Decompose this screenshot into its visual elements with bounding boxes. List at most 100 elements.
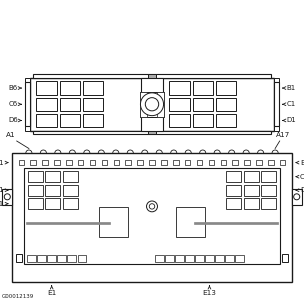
Bar [175,255,184,262]
Bar [60,98,80,111]
Bar [30,160,36,165]
Text: B6: B6 [9,85,18,91]
Bar [292,189,302,205]
Bar [205,255,214,262]
Bar [140,92,164,116]
Bar [197,160,202,165]
Text: B1: B1 [286,85,295,91]
Text: A1: A1 [6,132,16,138]
Bar [36,81,57,95]
Bar [226,184,241,196]
Bar [63,184,78,196]
Bar [157,92,164,116]
Bar [33,74,271,78]
Bar [274,126,279,130]
Bar [216,81,237,95]
Circle shape [149,204,155,209]
Text: A17: A17 [276,132,290,138]
Bar [140,78,163,130]
Bar [169,114,190,127]
Bar [27,255,36,262]
Bar [28,198,43,209]
Bar [244,198,259,209]
Text: C6: C6 [300,174,304,180]
Text: D1: D1 [0,201,4,207]
Bar [261,184,276,196]
Bar [282,254,288,262]
Bar [60,81,80,95]
Bar [161,160,167,165]
Bar [54,160,60,165]
Circle shape [294,194,300,200]
Bar [102,160,107,165]
Bar [42,160,48,165]
Bar [165,255,174,262]
Bar [215,255,224,262]
Bar [37,255,46,262]
Text: E13: E13 [202,290,216,296]
Bar [244,171,259,182]
Text: D1: D1 [286,118,296,124]
Bar [176,207,205,237]
Circle shape [145,98,159,111]
Bar [221,160,226,165]
Text: C1: C1 [286,101,295,107]
Bar [216,114,237,127]
Bar [36,114,57,127]
Bar [36,98,57,111]
Bar [192,114,213,127]
Bar [45,184,60,196]
Bar [83,81,103,95]
Bar [209,160,214,165]
Bar [148,130,156,134]
Circle shape [4,194,10,200]
Bar [45,171,60,182]
Bar [173,160,178,165]
Bar [256,160,262,165]
Bar [155,255,164,262]
Bar [261,171,276,182]
Bar [24,168,280,264]
Text: D6: D6 [300,187,304,193]
Bar [25,82,30,126]
Bar [19,160,24,165]
Bar [274,78,279,82]
Bar [261,198,276,209]
Bar [2,189,12,205]
Bar [149,160,155,165]
Bar [47,255,56,262]
Bar [244,160,250,165]
Bar [83,98,103,111]
Bar [60,114,80,127]
Bar [67,255,76,262]
Bar [28,184,43,196]
Bar [280,160,285,165]
Bar [226,171,241,182]
Bar [274,82,279,126]
Bar [225,255,234,262]
Bar [185,160,190,165]
Bar [140,92,147,116]
Bar [25,126,30,130]
Text: B6: B6 [300,160,304,166]
Bar [57,255,66,262]
Bar [268,160,274,165]
Bar [26,222,110,224]
Text: E1: E1 [47,290,56,296]
Bar [78,160,83,165]
Bar [216,98,237,111]
Bar [63,171,78,182]
Bar [25,78,30,82]
Circle shape [140,93,164,116]
Bar [233,160,238,165]
Bar [33,130,271,134]
Bar [192,81,213,95]
Text: C6: C6 [9,101,18,107]
Bar [45,198,60,209]
Bar [195,255,204,262]
Bar [78,255,86,262]
Text: D6: D6 [8,118,18,124]
Bar [66,160,71,165]
Text: G00012139: G00012139 [2,293,34,298]
Bar [235,255,244,262]
